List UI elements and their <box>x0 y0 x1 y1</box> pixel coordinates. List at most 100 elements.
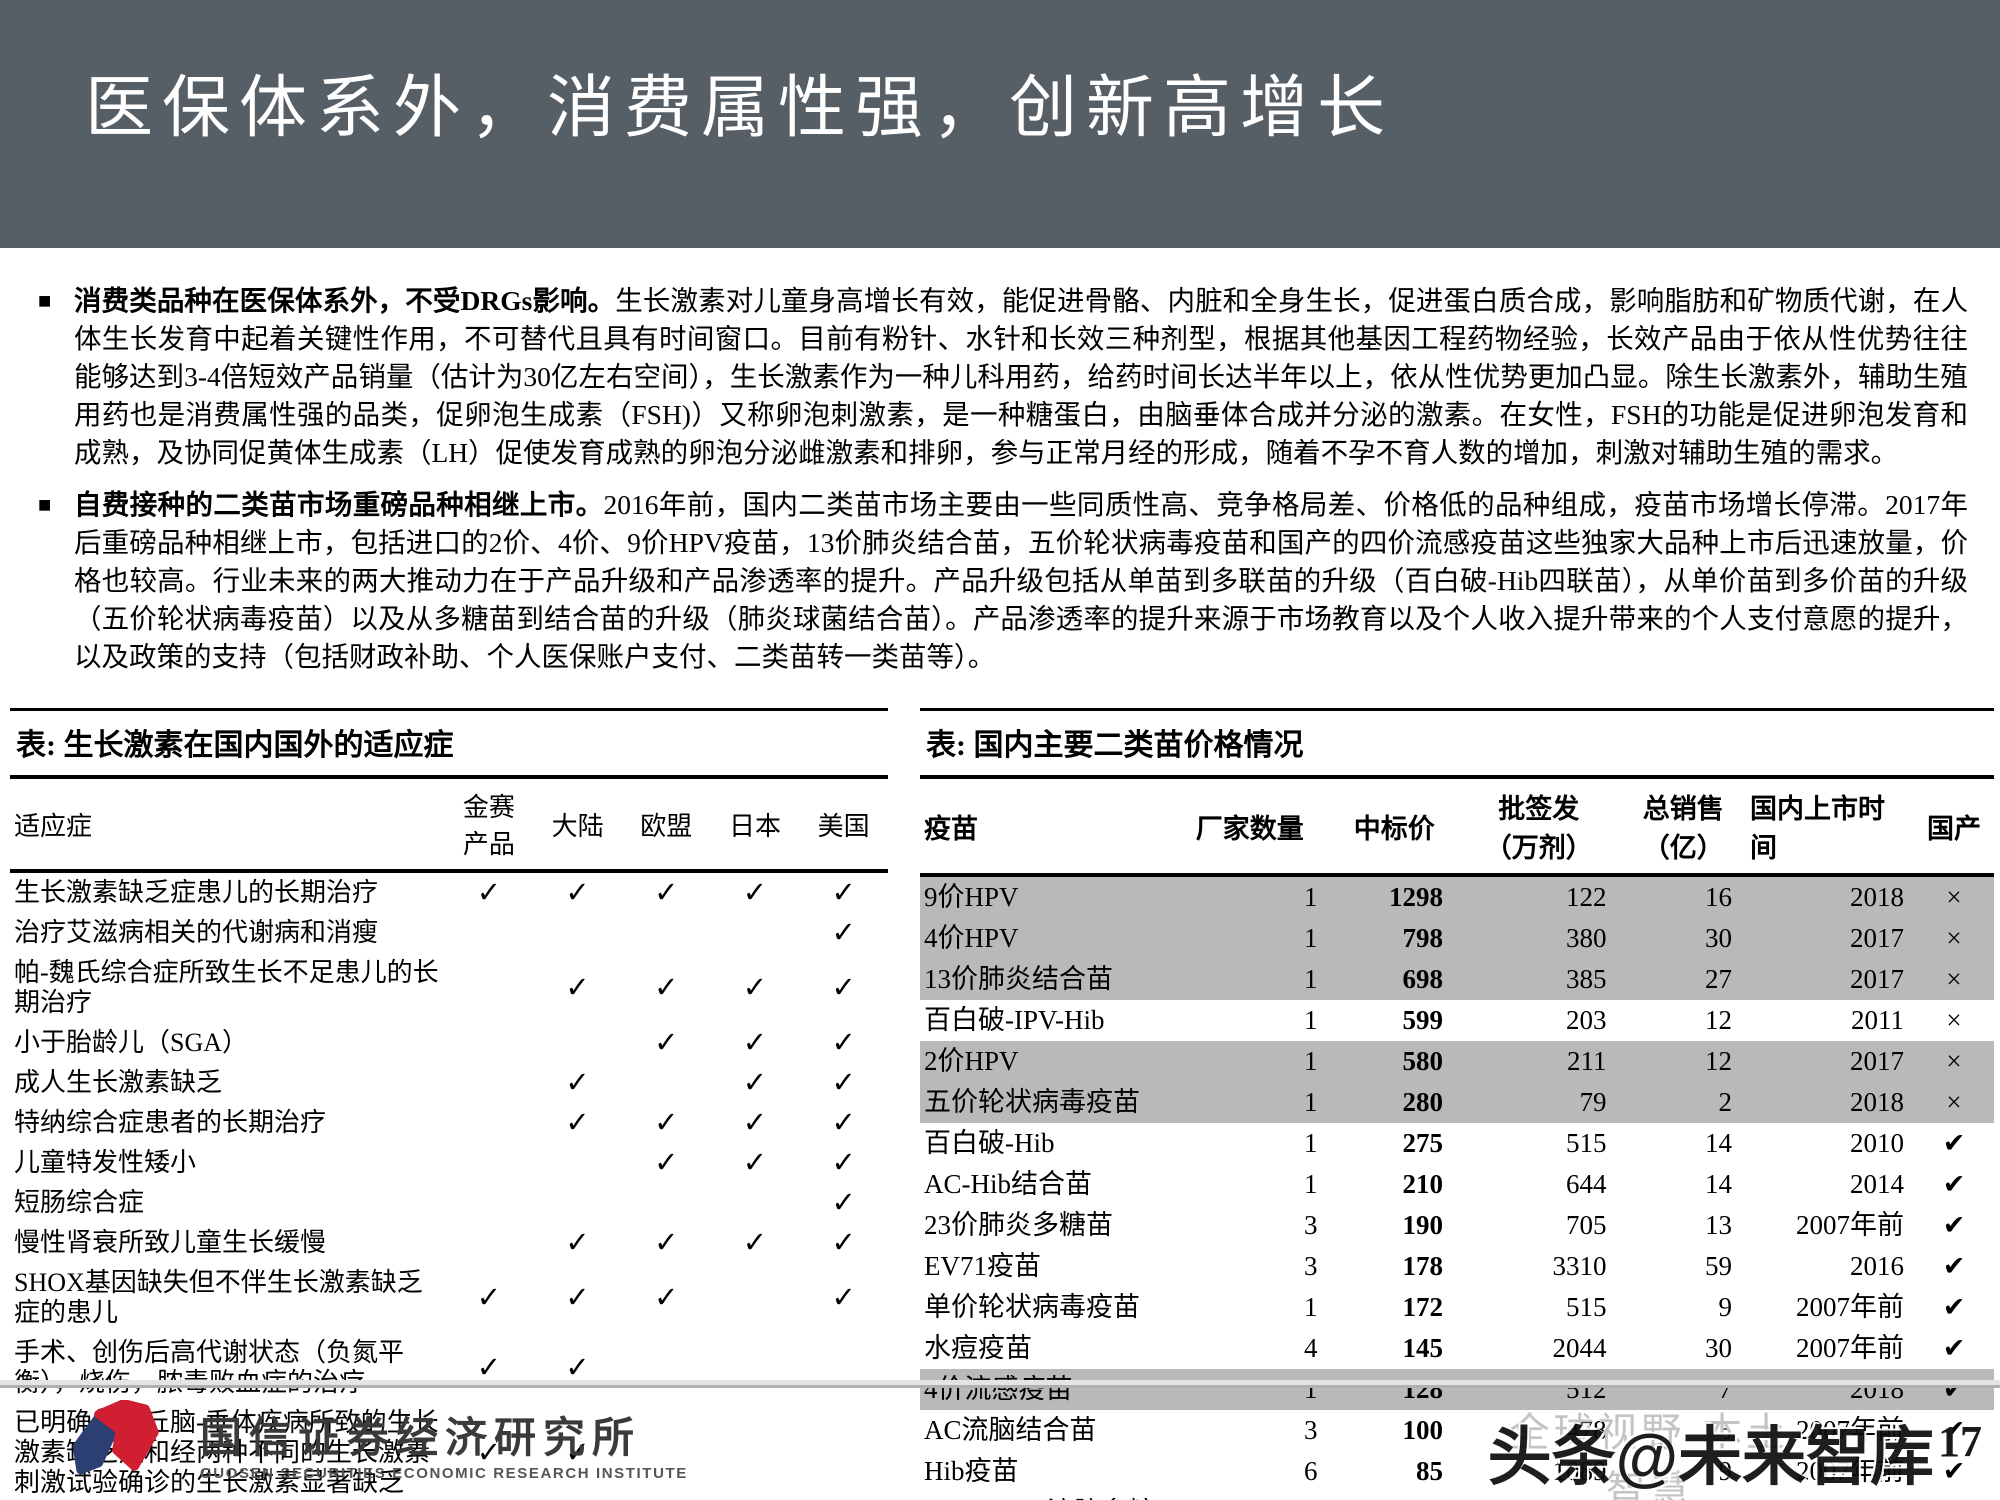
lot-release-cell: 515 <box>1566 1292 1607 1322</box>
total-sales-cell: 14 <box>1705 1128 1732 1158</box>
lot-release-cell: 512 <box>1566 1374 1607 1404</box>
manufacturer-count-cell: 1 <box>1304 923 1318 953</box>
right-column-header: 总销售 （亿） <box>1620 779 1746 877</box>
check-icon: ✓ <box>654 1227 679 1259</box>
table-row: 成人生长激素缺乏 ✓ ✓ ✓ <box>10 1063 888 1103</box>
check-icon: ✓ <box>831 1282 856 1314</box>
launch-year-cell: 2017 <box>1850 964 1904 994</box>
empty-cell <box>533 1143 622 1183</box>
indication-cell: 特纳综合症患者的长期治疗 <box>14 1108 327 1137</box>
launch-year-cell: 2007年前 <box>1796 1333 1904 1363</box>
empty-cell <box>622 1183 711 1223</box>
manufacturer-count-cell: 1 <box>1304 1046 1318 1076</box>
table-row: ACYW135流脑多糖苗45549632008✔ <box>920 1492 1994 1500</box>
vaccine-name-cell: 4价HPV <box>924 923 1019 953</box>
empty-cell <box>533 1023 622 1063</box>
table-row: 23价肺炎多糖苗 3 190 705 13 2007年前 ✔ <box>920 1205 1994 1246</box>
domestic-flag-cell: × <box>1946 1005 1962 1035</box>
manufacturer-count-cell: 1 <box>1304 1292 1318 1322</box>
check-icon: ✓ <box>831 917 856 949</box>
table-row: 小于胎龄儿（SGA） ✓ ✓ ✓ <box>10 1023 888 1063</box>
total-sales-cell: 9 <box>1718 1456 1733 1486</box>
slide-footer: 国信证券经济研究所 GUOSEN SECURITIES ECONOMIC RES… <box>0 1385 2000 1500</box>
left-column-header: 日本 <box>710 779 800 873</box>
table-row: 百白破-Hib 1 275 515 14 2010 ✔ <box>920 1123 1994 1164</box>
right-table-title: 表: 国内主要二类苗价格情况 <box>920 711 1994 779</box>
lot-release-cell: 1089 <box>1552 1456 1607 1486</box>
check-icon: ✓ <box>742 1067 768 1099</box>
table-row: 手术、创伤后高代谢状态（负氮平衡），烧伤，脓毒败血症的治疗 ✓ ✓ <box>10 1333 888 1403</box>
launch-year-cell: 2007年前 <box>1796 1292 1904 1322</box>
check-icon: ✓ <box>742 1227 768 1259</box>
bid-price-cell: 280 <box>1402 1087 1443 1117</box>
left-table-title: 表: 生长激素在国内国外的适应症 <box>10 711 888 779</box>
check-icon: ✓ <box>565 1067 590 1099</box>
right-table-header-row: 疫苗 厂家数量 中标价 批签发 （万剂） 总销售 （亿） 国内上市时 间国产 <box>920 779 1994 877</box>
check-icon: ✓ <box>565 1437 590 1469</box>
table-row: 生长激素缺乏症患儿的长期治疗 ✓ ✓ ✓ ✓ ✓ <box>10 871 888 913</box>
domestic-flag-cell: × <box>1946 964 1962 994</box>
growth-hormone-table: 表: 生长激素在国内国外的适应症 适应症 金赛 产品 大陆 欧盟 日本 美国 生长激素缺乏… <box>10 708 888 1500</box>
vaccine-name-cell: EV71疫苗 <box>924 1251 1041 1281</box>
check-icon: ✓ <box>654 1147 679 1179</box>
launch-year-cell: 2017 <box>1850 923 1904 953</box>
domestic-flag-cell: ✔ <box>1942 1374 1966 1404</box>
page-number: 17 <box>1938 1417 1982 1466</box>
bullet-square-icon: ■ <box>38 288 52 313</box>
lot-release-cell: 79 <box>1579 1087 1607 1117</box>
bullet-lead: 自费接种的二类苗市场重磅品种相继上市。 <box>74 489 604 520</box>
empty-cell <box>445 1063 534 1103</box>
total-sales-cell: 12 <box>1705 1046 1732 1076</box>
left-column-header: 适应症 <box>10 779 445 873</box>
bid-price-cell: 698 <box>1402 964 1443 994</box>
check-icon: ✓ <box>831 1027 856 1059</box>
table-row: 儿童特发性矮小 ✓ ✓ ✓ <box>10 1143 888 1183</box>
launch-year-cell: 2010 <box>1850 1128 1904 1158</box>
check-icon: ✓ <box>831 1067 856 1099</box>
empty-cell <box>445 1023 534 1063</box>
vaccine-name-cell: 百白破-Hib <box>924 1128 1055 1158</box>
right-column-header: 国产 <box>1914 779 1994 877</box>
bid-price-cell: 1298 <box>1388 882 1443 912</box>
table-row: 特纳综合症患者的长期治疗 ✓ ✓ ✓ ✓ <box>10 1103 888 1143</box>
check-icon: ✓ <box>831 972 856 1004</box>
bullet-list: ■ 消费类品种在医保体系外，不受DRGs影响。生长激素对儿童身高增长有效，能促进骨… <box>0 248 2000 676</box>
bid-price-cell: 275 <box>1402 1128 1443 1158</box>
manufacturer-count-cell: 1 <box>1304 1128 1318 1158</box>
right-column-header: 批签发 （万剂） <box>1456 779 1621 877</box>
vaccine-name-cell: AC-Hib结合苗 <box>924 1169 1092 1199</box>
check-icon: ✓ <box>742 1107 768 1139</box>
empty-cell <box>445 1103 534 1143</box>
bullet-body: 2016年前，国内二类苗市场主要由一些同质性高、竞争格局差、价格低的品种组成，疫… <box>74 489 1968 672</box>
right-column-header: 国内上市时 间 <box>1746 779 1914 877</box>
manufacturer-count-cell: 1 <box>1304 882 1318 912</box>
indication-cell: 生长激素缺乏症患儿的长期治疗 <box>14 878 379 907</box>
empty-cell <box>711 913 800 953</box>
manufacturer-count-cell: 3 <box>1304 1210 1318 1240</box>
bid-price-cell: 798 <box>1402 923 1443 953</box>
check-icon: ✓ <box>654 1282 679 1314</box>
table-row: AC流脑结合苗 3 100 478 5 2007年前 ✔ <box>920 1410 1994 1451</box>
empty-cell <box>445 1143 534 1183</box>
bullet-item: ■ 消费类品种在医保体系外，不受DRGs影响。生长激素对儿童身高增长有效，能促进骨… <box>38 282 1968 472</box>
manufacturer-count-cell: 1 <box>1304 1087 1318 1117</box>
table-row: Hib疫苗 6 85 1089 9 2007年前 ✔ <box>920 1451 1994 1492</box>
tables-area: 表: 生长激素在国内国外的适应症 适应症 金赛 产品 大陆 欧盟 日本 美国 生长激素缺乏… <box>0 690 2000 1500</box>
manufacturer-count-cell: 1 <box>1304 1005 1318 1035</box>
table-row: 13价肺炎结合苗 1 698 385 27 2017 × <box>920 959 1994 1000</box>
lot-release-cell: 3310 <box>1552 1251 1607 1281</box>
bid-price-cell: 172 <box>1402 1292 1443 1322</box>
right-column-header: 疫苗 <box>920 779 1168 877</box>
check-icon: ✓ <box>476 1282 502 1314</box>
manufacturer-count-cell: 4 <box>1304 1333 1318 1363</box>
launch-year-cell: 2018 <box>1850 882 1904 912</box>
lot-release-cell: 478 <box>1566 1415 1607 1445</box>
bid-price-cell: 128 <box>1402 1374 1443 1404</box>
bid-price-cell: 580 <box>1402 1046 1443 1076</box>
launch-year-cell: 2018 <box>1850 1374 1904 1404</box>
indication-cell: SHOX基因缺失但不伴生长激素缺乏症的患儿 <box>14 1268 423 1327</box>
indication-cell: 短肠综合症 <box>14 1188 145 1217</box>
page-title: 医保体系外，消费属性强，创新高增长 <box>85 69 1395 148</box>
indication-cell: 治疗艾滋病相关的代谢病和消瘦 <box>14 918 379 947</box>
lot-release-cell: 211 <box>1567 1046 1607 1076</box>
